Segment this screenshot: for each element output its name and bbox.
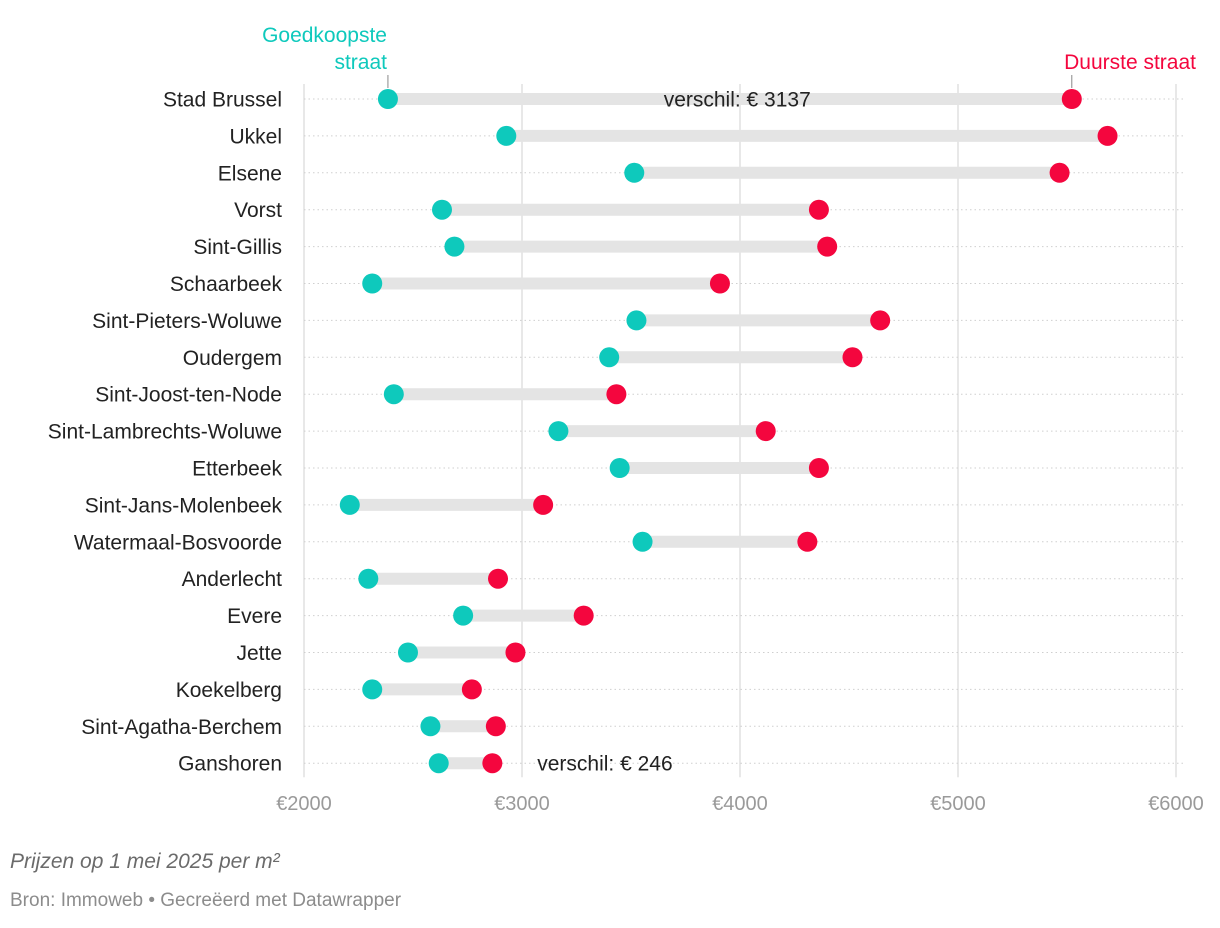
category-label: Stad Brussel	[163, 89, 282, 112]
category-label: Ganshoren	[178, 753, 282, 776]
low-point	[420, 716, 441, 737]
category-label: Sint-Jans-Molenbeek	[85, 494, 283, 517]
high-point	[482, 753, 503, 774]
category-label: Elsene	[218, 162, 282, 185]
category-label: Sint-Pieters-Woluwe	[92, 310, 282, 333]
category-label: Sint-Agatha-Berchem	[81, 716, 282, 739]
low-point	[339, 494, 360, 515]
low-point	[428, 753, 449, 774]
high-point	[709, 273, 730, 294]
legend-low-label-line2: straat	[334, 51, 387, 74]
low-point	[548, 421, 569, 442]
low-point	[383, 384, 404, 405]
low-point	[626, 310, 647, 331]
low-point	[358, 568, 379, 589]
low-point	[362, 679, 383, 700]
category-label: Schaarbeek	[170, 273, 283, 296]
category-label: Sint-Lambrechts-Woluwe	[48, 421, 282, 444]
difference-annotation: verschil: € 3137	[664, 89, 811, 112]
category-label: Etterbeek	[192, 458, 282, 481]
low-point	[362, 273, 383, 294]
category-label: Jette	[236, 642, 282, 665]
category-label: Evere	[227, 605, 282, 628]
legend-low-label-line1: Goedkoopste	[262, 24, 387, 47]
high-point	[533, 494, 554, 515]
category-label: Watermaal-Bosvoorde	[74, 531, 282, 554]
low-point	[624, 162, 645, 183]
dumbbell-chart: €2000 €3000 €4000 €5000 €6000 Stad Brussel Ukk…	[48, 24, 1204, 815]
high-point	[817, 236, 838, 257]
high-point	[505, 642, 526, 663]
low-point	[609, 458, 630, 478]
low-point	[377, 89, 398, 109]
x-tick-label: €4000	[712, 793, 768, 815]
high-point	[842, 347, 863, 368]
low-point	[431, 199, 452, 220]
low-point	[599, 347, 620, 368]
category-label: Sint-Gillis	[193, 236, 282, 259]
high-point	[1049, 162, 1070, 183]
chart-footnote: Prijzen op 1 mei 2025 per m²	[10, 850, 280, 873]
high-point	[1061, 89, 1082, 109]
category-label: Vorst	[234, 199, 282, 222]
x-tick-label: €5000	[930, 793, 986, 815]
low-point	[453, 605, 474, 626]
high-point	[461, 679, 482, 700]
low-point	[632, 531, 653, 552]
high-point	[1097, 125, 1118, 146]
legend-high-label: Duurste straat	[1064, 51, 1196, 74]
high-point	[870, 310, 891, 331]
chart-source: Bron: Immoweb • Gecreëerd met Datawrappe…	[10, 890, 402, 911]
category-label: Oudergem	[183, 347, 282, 370]
high-point	[755, 421, 776, 442]
category-label: Koekelberg	[176, 679, 282, 702]
high-point	[797, 531, 818, 552]
x-tick-label: €2000	[276, 793, 332, 815]
low-point	[397, 642, 418, 663]
high-point	[485, 716, 506, 737]
category-label: Anderlecht	[182, 568, 283, 591]
high-point	[606, 384, 627, 405]
high-point	[573, 605, 594, 626]
high-point	[488, 568, 509, 589]
low-point	[444, 236, 465, 257]
x-tick-label: €3000	[494, 793, 550, 815]
category-label: Sint-Joost-ten-Node	[95, 384, 282, 407]
high-point	[808, 199, 829, 220]
high-point	[808, 458, 829, 478]
difference-annotation: verschil: € 246	[537, 753, 672, 776]
low-point	[496, 125, 517, 146]
x-tick-label: €6000	[1148, 793, 1204, 815]
category-label: Ukkel	[229, 125, 282, 148]
